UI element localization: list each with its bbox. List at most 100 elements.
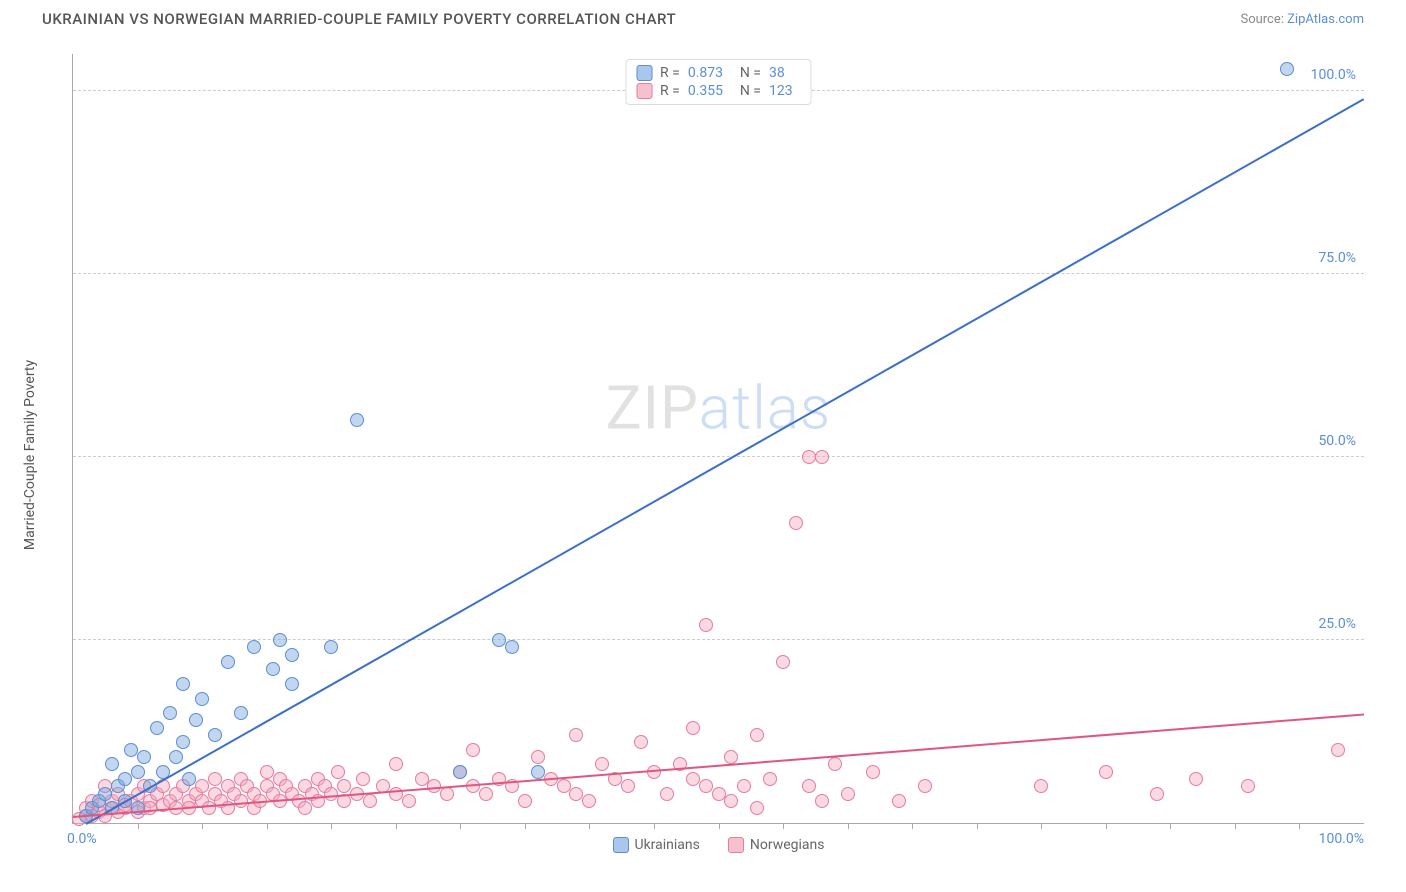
data-point bbox=[595, 757, 609, 771]
legend-swatch bbox=[636, 83, 652, 99]
source-label: Source: ZipAtlas.com bbox=[1240, 12, 1364, 27]
data-point bbox=[234, 794, 248, 808]
data-point bbox=[763, 772, 777, 786]
data-point bbox=[98, 787, 112, 801]
data-point bbox=[660, 787, 674, 801]
data-point bbox=[686, 772, 700, 786]
data-point bbox=[363, 794, 377, 808]
data-point bbox=[724, 750, 738, 764]
data-point bbox=[124, 743, 138, 757]
data-point bbox=[699, 779, 713, 793]
data-point bbox=[712, 787, 726, 801]
data-point bbox=[285, 648, 299, 662]
data-point bbox=[260, 765, 274, 779]
data-point bbox=[582, 794, 596, 808]
data-point bbox=[866, 765, 880, 779]
data-point bbox=[105, 757, 119, 771]
data-point bbox=[273, 633, 287, 647]
chart-title: UKRAINIAN VS NORWEGIAN MARRIED-COUPLE FA… bbox=[42, 10, 676, 28]
data-point bbox=[1331, 743, 1345, 757]
data-point bbox=[247, 640, 261, 654]
data-point bbox=[699, 618, 713, 632]
x-tick-label-end: 100.0% bbox=[1319, 831, 1364, 847]
y-tick-label: 100.0% bbox=[1311, 67, 1356, 83]
data-point bbox=[324, 640, 338, 654]
data-point bbox=[163, 706, 177, 720]
data-point bbox=[150, 721, 164, 735]
data-point bbox=[724, 794, 738, 808]
y-axis-label: Married-Couple Family Poverty bbox=[22, 360, 38, 550]
data-point bbox=[531, 765, 545, 779]
data-point bbox=[189, 713, 203, 727]
correlation-legend: R =0.873N =38R =0.355N =123 bbox=[625, 59, 812, 105]
data-point bbox=[118, 772, 132, 786]
data-point bbox=[221, 655, 235, 669]
legend-swatch bbox=[613, 837, 629, 853]
data-point bbox=[389, 787, 403, 801]
data-point bbox=[169, 750, 183, 764]
data-point bbox=[802, 450, 816, 464]
data-point bbox=[505, 640, 519, 654]
data-point bbox=[350, 413, 364, 427]
data-point bbox=[1189, 772, 1203, 786]
data-point bbox=[531, 750, 545, 764]
data-point bbox=[1241, 779, 1255, 793]
data-point bbox=[208, 772, 222, 786]
gridline bbox=[73, 456, 1364, 457]
data-point bbox=[137, 750, 151, 764]
watermark: ZIPatlas bbox=[606, 372, 832, 443]
data-point bbox=[1280, 62, 1294, 76]
data-point bbox=[569, 728, 583, 742]
data-point bbox=[356, 772, 370, 786]
data-point bbox=[841, 787, 855, 801]
data-point bbox=[686, 721, 700, 735]
gridline bbox=[73, 273, 1364, 274]
data-point bbox=[802, 779, 816, 793]
data-point bbox=[143, 801, 157, 815]
data-point bbox=[337, 779, 351, 793]
data-point bbox=[402, 794, 416, 808]
data-point bbox=[1034, 779, 1048, 793]
data-point bbox=[195, 692, 209, 706]
data-point bbox=[176, 735, 190, 749]
y-tick-label: 75.0% bbox=[1318, 250, 1356, 266]
source-link[interactable]: ZipAtlas.com bbox=[1287, 12, 1364, 27]
data-point bbox=[266, 662, 280, 676]
data-point bbox=[195, 779, 209, 793]
data-point bbox=[479, 787, 493, 801]
data-point bbox=[331, 765, 345, 779]
data-point bbox=[828, 757, 842, 771]
legend-swatch bbox=[728, 837, 744, 853]
data-point bbox=[298, 801, 312, 815]
data-point bbox=[453, 765, 467, 779]
data-point bbox=[492, 633, 506, 647]
data-point bbox=[569, 787, 583, 801]
data-point bbox=[415, 772, 429, 786]
data-point bbox=[621, 779, 635, 793]
data-point bbox=[815, 794, 829, 808]
data-point bbox=[389, 757, 403, 771]
data-point bbox=[1150, 787, 1164, 801]
data-point bbox=[750, 801, 764, 815]
chart-area: Married-Couple Family Poverty ZIPatlas R… bbox=[42, 44, 1364, 866]
data-point bbox=[182, 772, 196, 786]
legend-item: Norwegians bbox=[728, 837, 825, 853]
x-tick-label-start: 0.0% bbox=[67, 831, 97, 847]
legend-swatch bbox=[636, 65, 652, 81]
data-point bbox=[324, 787, 338, 801]
data-point bbox=[789, 516, 803, 530]
series-legend: Ukrainians Norwegians bbox=[613, 837, 825, 853]
y-tick-label: 50.0% bbox=[1318, 433, 1356, 449]
plot-region: ZIPatlas R =0.873N =38R =0.355N =123 Ukr… bbox=[72, 54, 1364, 824]
data-point bbox=[557, 779, 571, 793]
regression-line bbox=[85, 98, 1364, 825]
legend-item: Ukrainians bbox=[613, 837, 700, 853]
data-point bbox=[208, 728, 222, 742]
data-point bbox=[466, 743, 480, 757]
data-point bbox=[815, 450, 829, 464]
data-point bbox=[440, 787, 454, 801]
data-point bbox=[176, 677, 190, 691]
data-point bbox=[131, 765, 145, 779]
data-point bbox=[518, 794, 532, 808]
y-tick-label: 25.0% bbox=[1318, 616, 1356, 632]
